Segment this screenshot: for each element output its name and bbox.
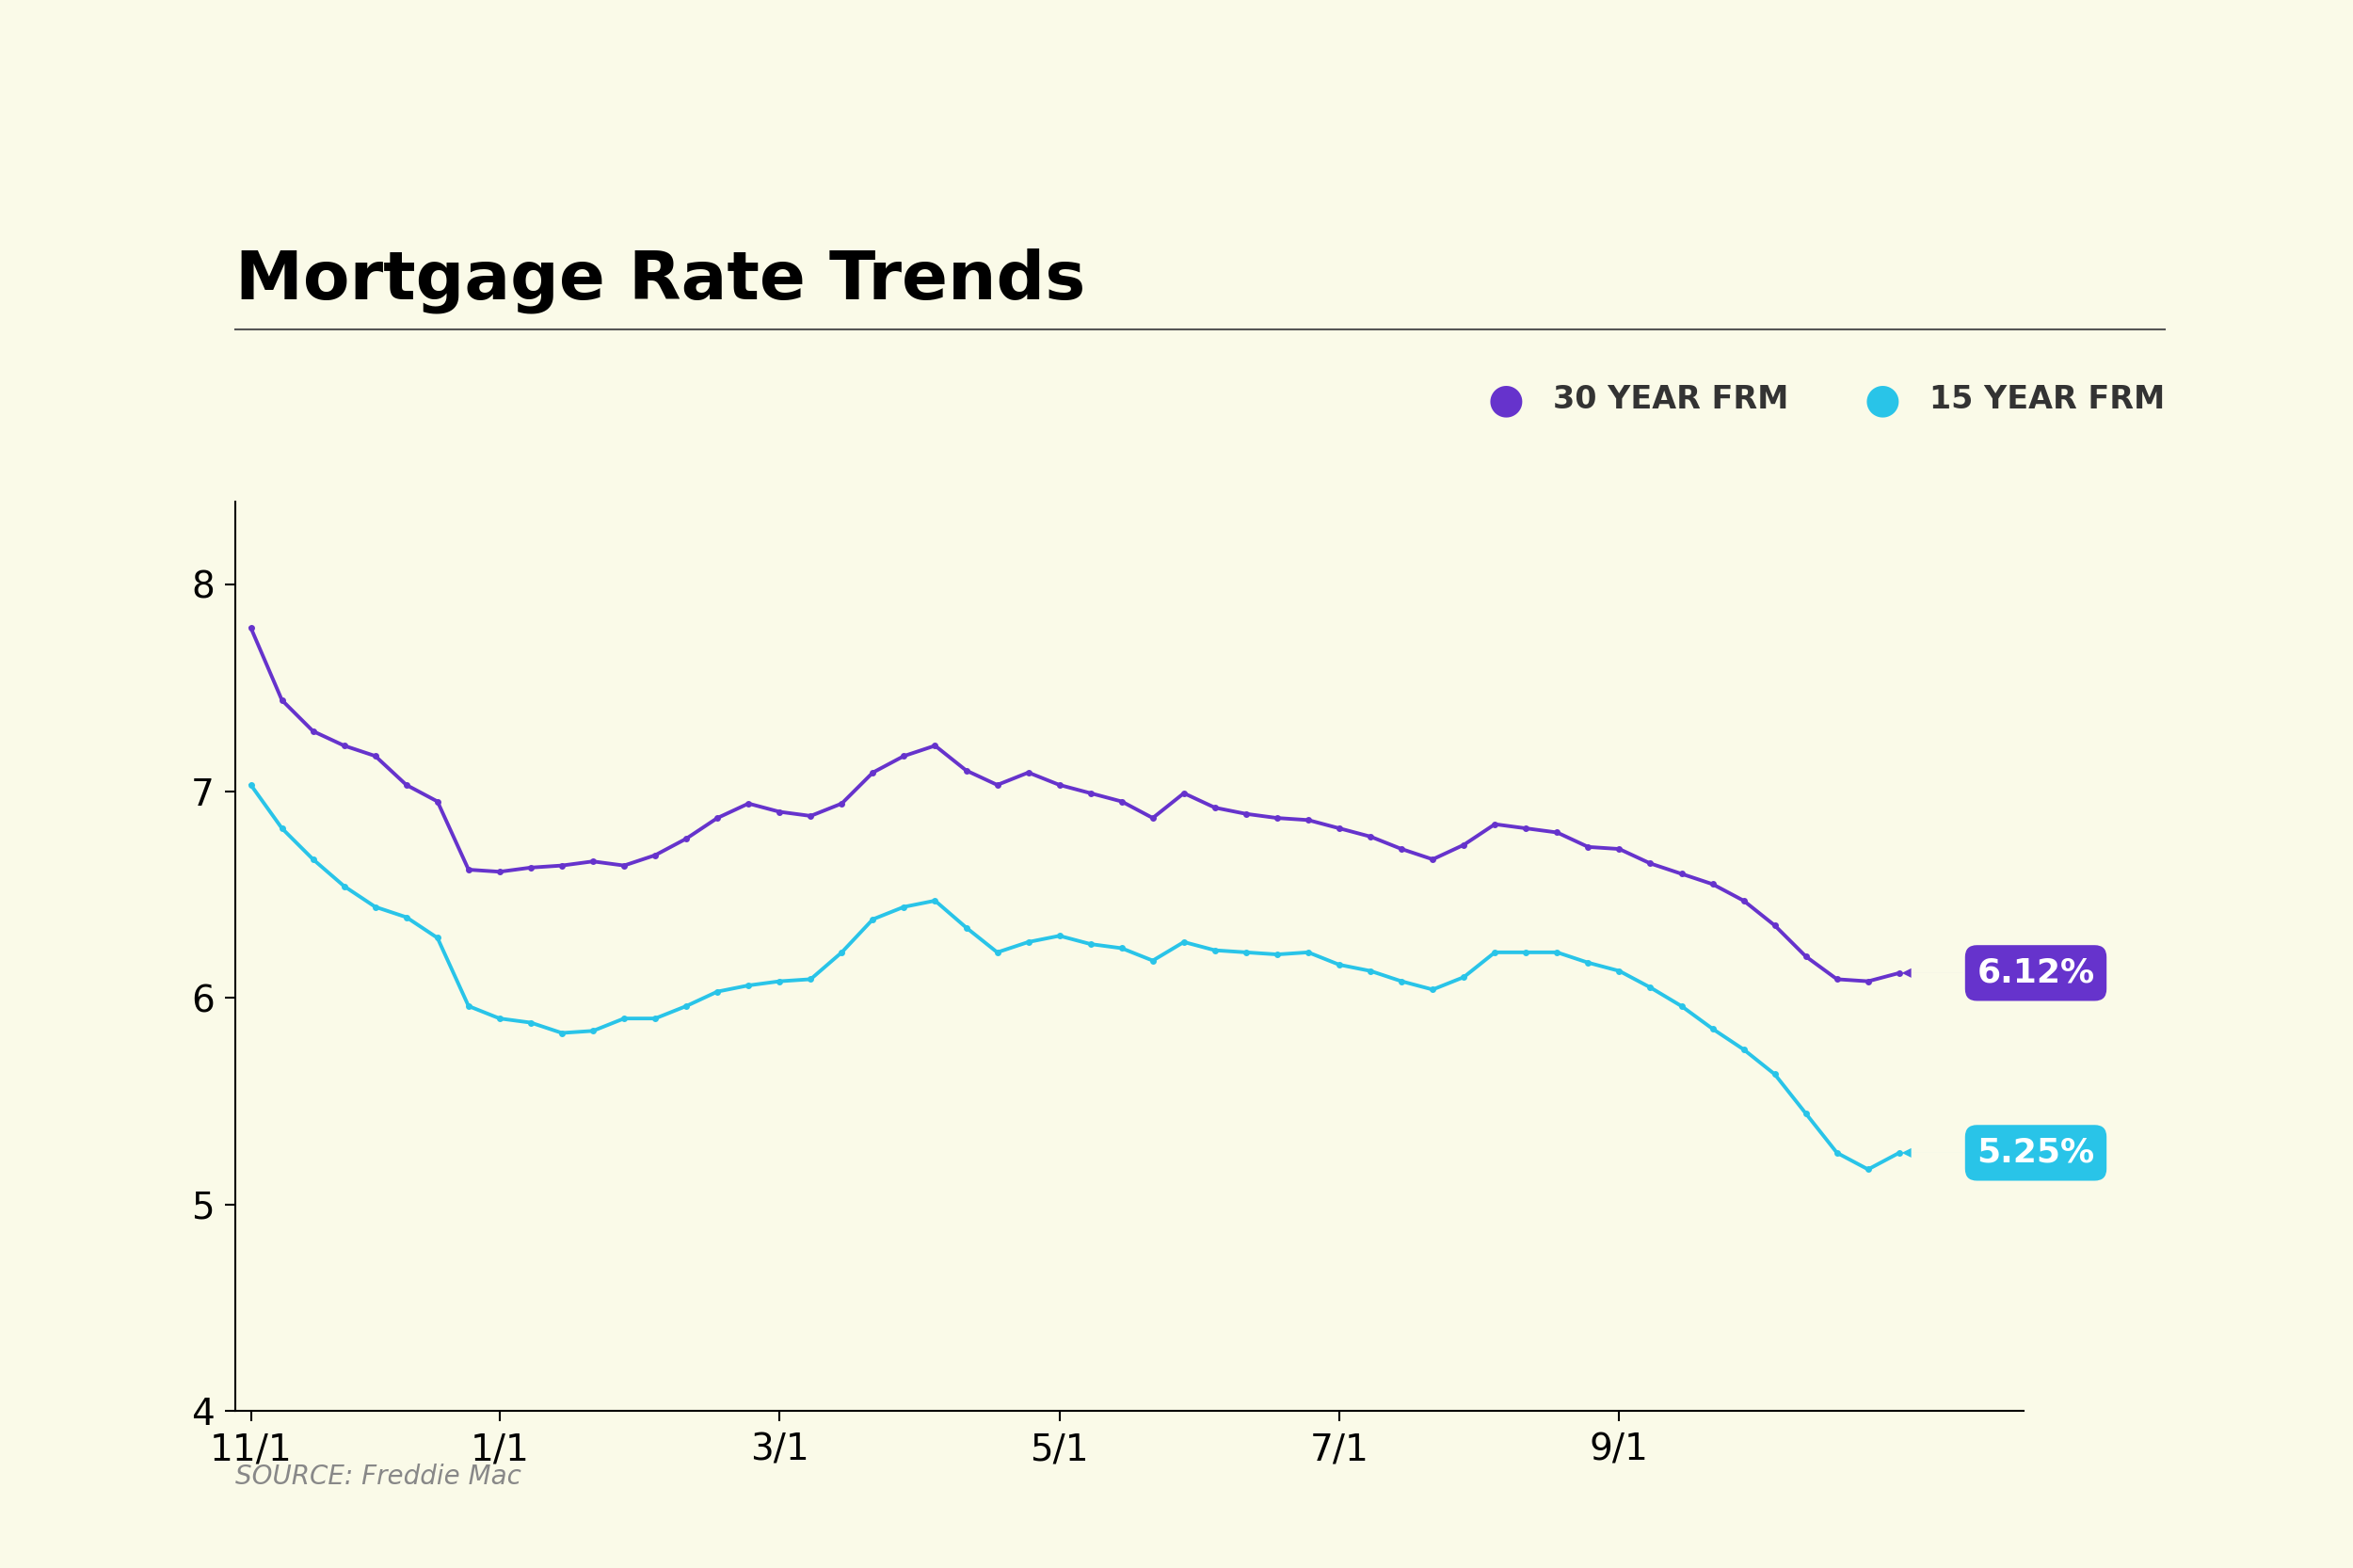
Text: 5.25%: 5.25%	[1901, 1137, 2094, 1168]
Text: Mortgage Rate Trends: Mortgage Rate Trends	[235, 248, 1085, 314]
Text: 30 YEAR FRM: 30 YEAR FRM	[1553, 384, 1788, 416]
Text: 6.12%: 6.12%	[1901, 956, 2094, 989]
Text: 15 YEAR FRM: 15 YEAR FRM	[1929, 384, 2165, 416]
Text: ●: ●	[1487, 379, 1525, 420]
Text: SOURCE: Freddie Mac: SOURCE: Freddie Mac	[235, 1463, 522, 1490]
Text: ●: ●	[1864, 379, 1901, 420]
